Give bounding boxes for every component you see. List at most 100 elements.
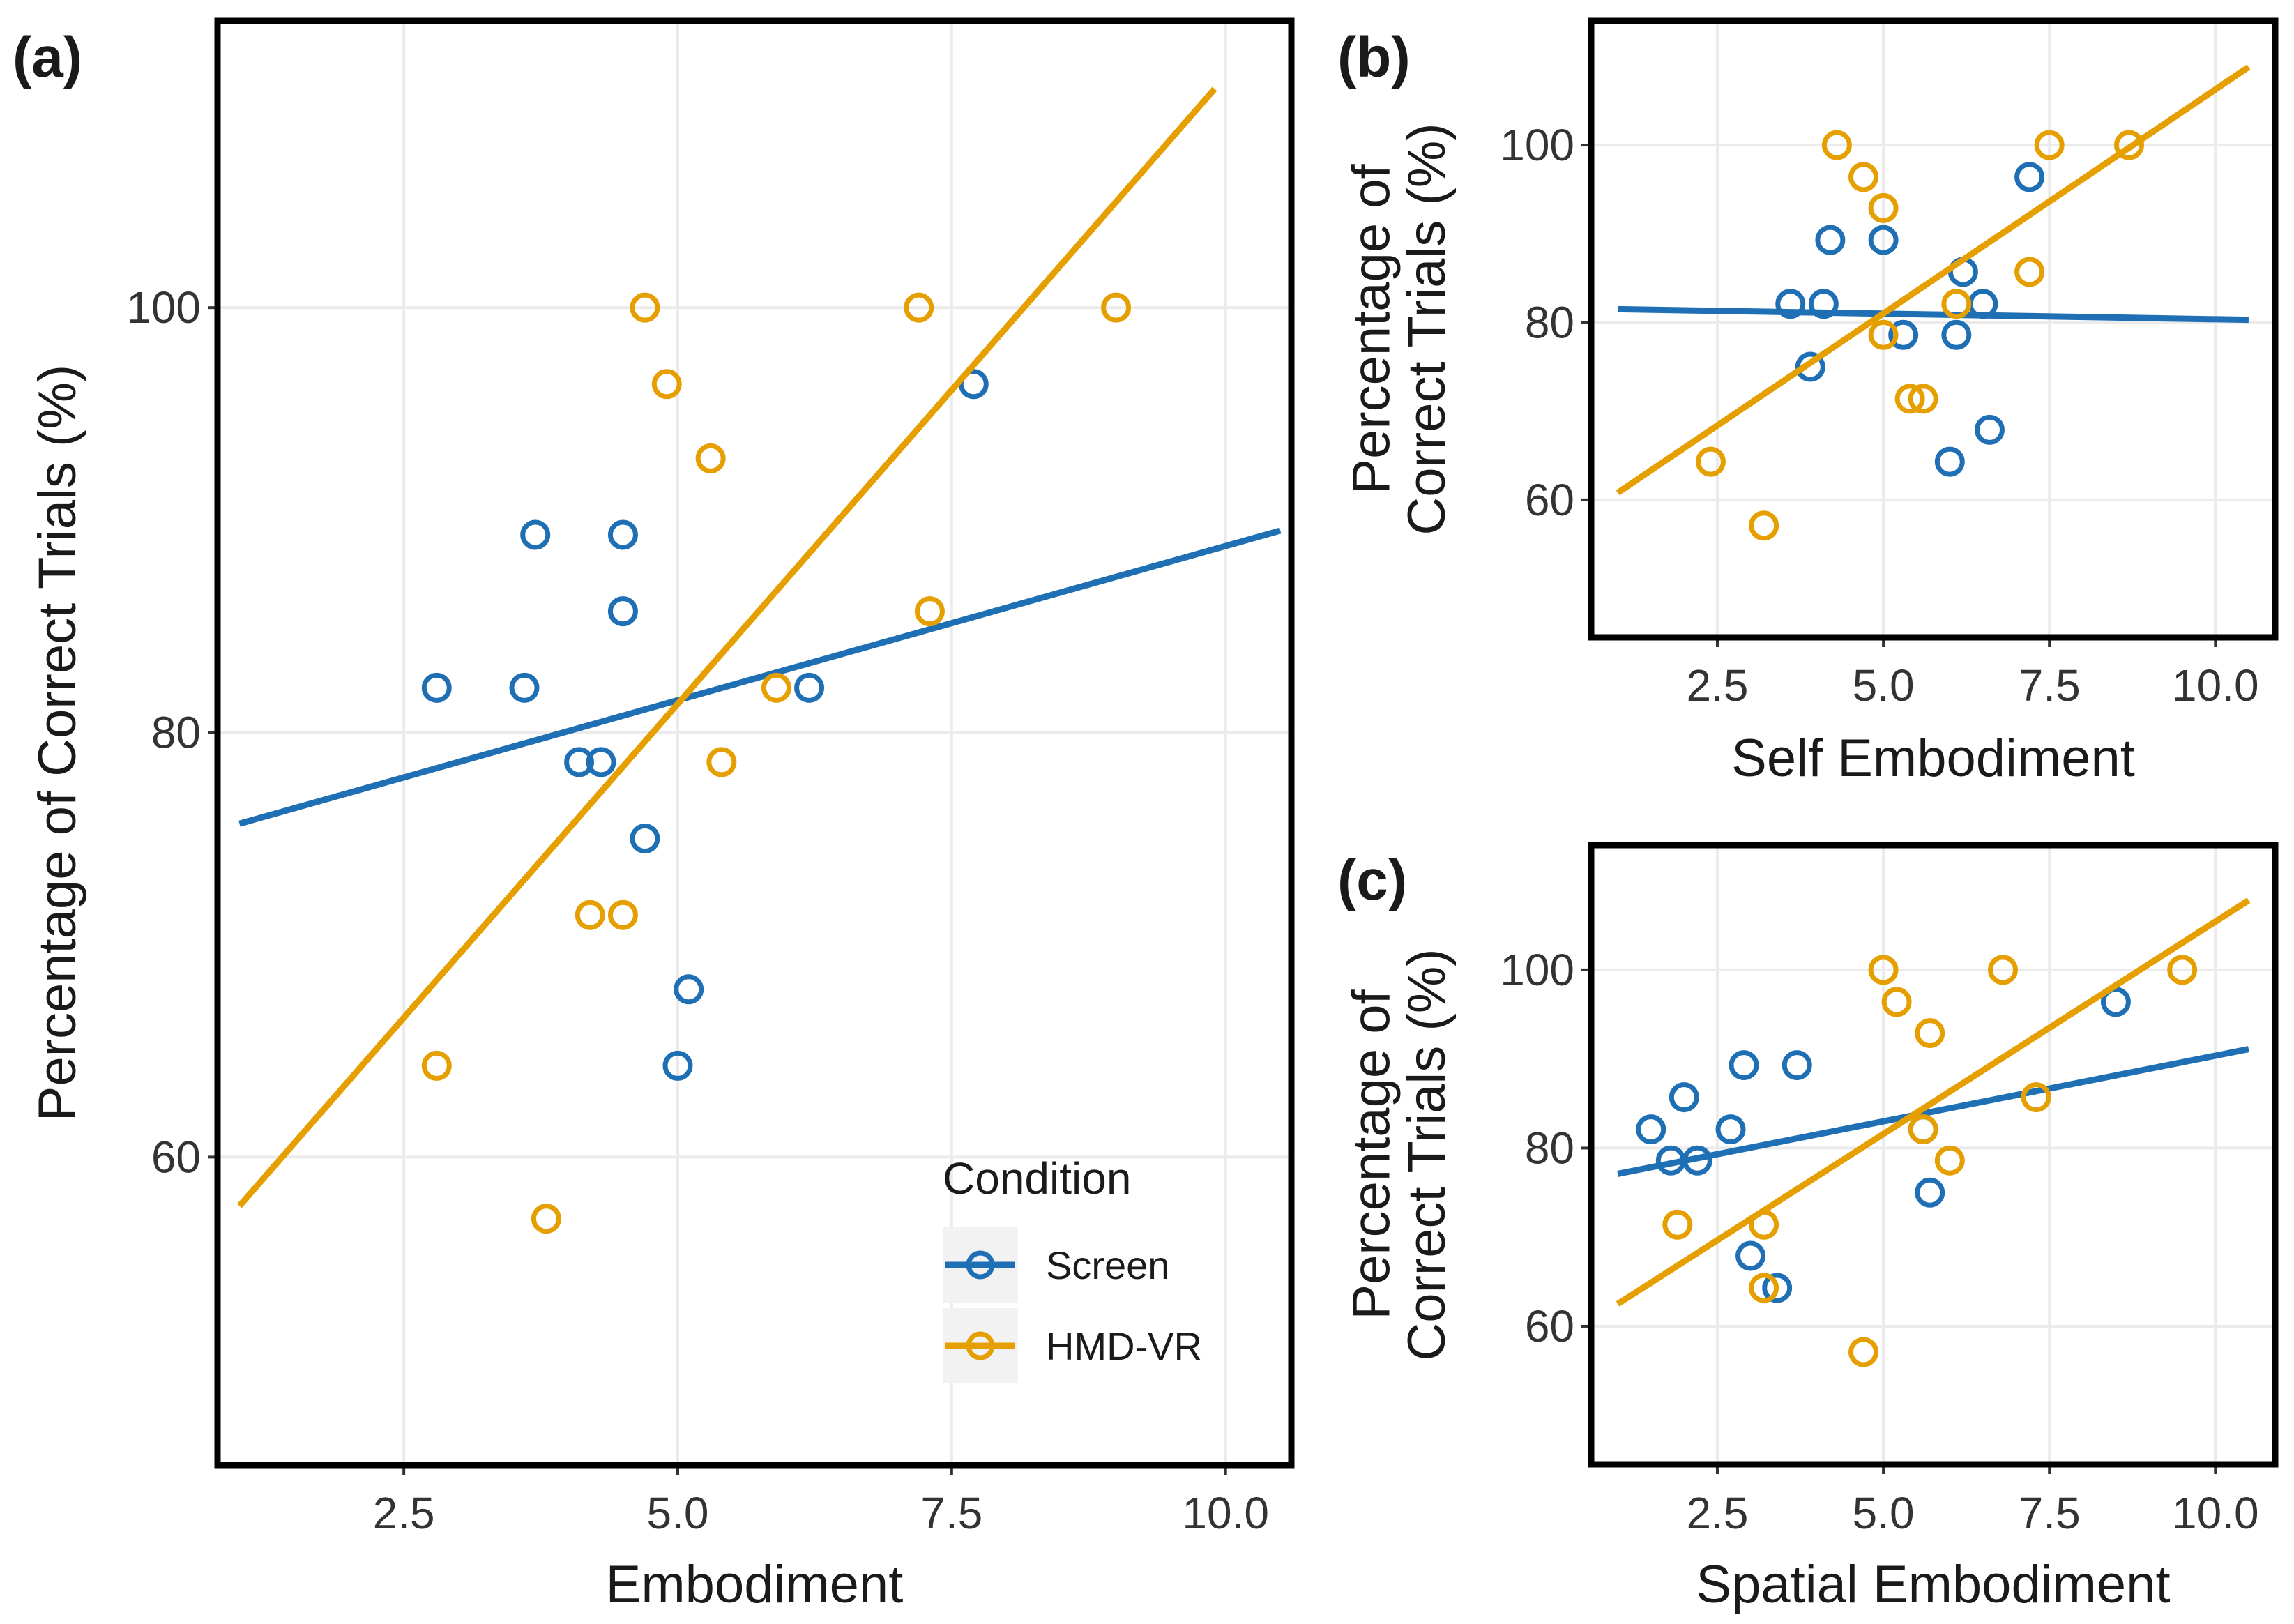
- panel-a-screen-point: [662, 1050, 693, 1081]
- panel-c-y-axis-title: Percentage ofCorrect Trials (%): [1342, 948, 1457, 1360]
- panel-c-hmd-vr-point: [1915, 1018, 1945, 1049]
- panel-a-screen-point: [794, 672, 825, 703]
- panel-b-x-tick-label: 7.5: [2019, 660, 2081, 711]
- panel-b-screen-point: [1795, 351, 1825, 382]
- panel-c-screen-point: [1682, 1145, 1712, 1176]
- panel-c-hmd-vr-point: [1848, 1337, 1878, 1367]
- panel-a-x-tick-label: 2.5: [373, 1488, 435, 1538]
- panel-c-screen-point: [1782, 1050, 1812, 1081]
- panel-c-screen-point: [1715, 1114, 1746, 1145]
- panel-c-y-tick-label: 100: [1500, 945, 1574, 995]
- panel-b-x-tick-label: 5.0: [1853, 660, 1915, 711]
- panel-a-hmd-vr-fit-line: [237, 86, 1217, 1208]
- panel-c-x-axis-title: Spatial Embodiment: [1696, 1555, 2170, 1614]
- panel-c-x-tick-label: 10.0: [2172, 1488, 2259, 1538]
- panel-b-screen-point: [1974, 414, 2005, 445]
- panel-b-screen-point: [2014, 162, 2045, 192]
- panel-c-screen-point: [1762, 1273, 1793, 1303]
- panel-b-hmd-vr-point: [1908, 384, 1938, 414]
- panel-a-hmd-vr-point: [630, 292, 660, 323]
- panel-c-screen-point: [2100, 987, 2131, 1017]
- panel-b-hmd-vr-point: [2034, 130, 2065, 160]
- legend-marker-screen: [966, 1250, 995, 1280]
- panel-b-y-tick-label: 80: [1525, 297, 1574, 347]
- panel-c-x-tick-label: 7.5: [2019, 1488, 2081, 1538]
- panel-a-hmd-vr-point: [575, 900, 605, 930]
- panel-a-y-tick-label: 80: [151, 707, 201, 757]
- panel-b-hmd-vr-point: [1868, 319, 1899, 350]
- panel-b-screen-point: [1775, 289, 1806, 319]
- panel-c-x-tick-label: 5.0: [1853, 1488, 1915, 1538]
- panel-a-screen-point: [674, 974, 704, 1005]
- panel-b-y-tick-label: 100: [1500, 120, 1574, 170]
- panel-c-hmd-vr-point: [1934, 1145, 1965, 1176]
- panel-c-label: (c): [1337, 849, 1407, 912]
- panel-c-hmd-vr-point: [2021, 1082, 2051, 1113]
- panel-c-screen-point: [1669, 1082, 1699, 1113]
- legend-marker-hmd-vr: [966, 1331, 995, 1360]
- panel-b-screen-point: [1941, 319, 1972, 350]
- panel-b-hmd-vr-point: [1821, 130, 1852, 160]
- panel-c-hmd-vr-fit-line: [1616, 897, 2251, 1307]
- panel-b-hmd-vr-point: [1941, 289, 1972, 319]
- panel-b-y-axis-title: Percentage ofCorrect Trials (%): [1342, 123, 1457, 535]
- panel-a-x-axis-title: Embodiment: [606, 1555, 904, 1614]
- panel-a-hmd-vr-point: [695, 443, 726, 473]
- panel-a-hmd-vr-point: [421, 1050, 452, 1081]
- panel-c-hmd-vr-point: [1881, 987, 1912, 1017]
- panel-a-screen-point: [421, 672, 452, 703]
- panel-a-hmd-vr-point: [531, 1204, 561, 1234]
- panel-b-screen-point: [1808, 289, 1839, 319]
- panel-b-x-axis-title: Self Embodiment: [1731, 729, 2135, 788]
- legend: Condition Screen HMD-VR: [943, 1153, 1202, 1383]
- panel-a-frame: [214, 17, 1295, 1469]
- panel-c-screen-fit-line: [1617, 1046, 2249, 1177]
- panel-a-hmd-vr-point: [1101, 292, 1132, 323]
- panel-b-hmd-vr-point: [2113, 130, 2144, 160]
- panel-a-label: (a): [13, 26, 82, 89]
- panel-a-y-axis-title: Percentage of Correct Trials (%): [28, 365, 87, 1122]
- panel-b-hmd-vr-point: [2014, 257, 2045, 287]
- panel-b-hmd-vr-point: [1749, 510, 1779, 541]
- panel-b-hmd-vr-point: [1848, 162, 1878, 192]
- panel-a-hmd-vr-point: [761, 672, 791, 703]
- panel-a-hmd-vr-point: [651, 369, 682, 400]
- panel-a-screen-point: [630, 824, 660, 854]
- panel-c-hmd-vr-point: [1908, 1114, 1938, 1145]
- panel-a-screen-point: [607, 519, 638, 550]
- panel-a-y-tick-label: 60: [151, 1132, 201, 1182]
- panel-a-screen-fit-line: [238, 527, 1282, 827]
- panel-c-y-tick-label: 80: [1525, 1123, 1574, 1173]
- panel-a: (a) 2.5 5.0 7.5 10.0 60 80 100 Embodiment Percen…: [13, 17, 1295, 1614]
- panel-a-screen-point: [607, 596, 638, 627]
- panel-c-x-tick-label: 2.5: [1686, 1488, 1748, 1538]
- panel-b-hmd-vr-fit-line: [1616, 64, 2251, 496]
- panel-c-frame: [1588, 842, 2279, 1468]
- panel-c-screen-point: [1735, 1240, 1766, 1271]
- panel-a-hmd-vr-point: [607, 900, 638, 930]
- panel-c-hmd-vr-point: [1662, 1209, 1693, 1240]
- panel-a-y-tick-label: 100: [126, 282, 201, 333]
- panel-b-hmd-vr-point: [1868, 192, 1899, 223]
- panel-c-y-tick-label: 60: [1525, 1301, 1574, 1351]
- panel-c: (c) 2.5 5.0 7.5 10.0 60 80 100 Spatial Embodime…: [1337, 842, 2279, 1614]
- panel-c-screen-point: [1636, 1114, 1666, 1145]
- panel-b-hmd-vr-point: [1894, 384, 1925, 414]
- panel-c-hmd-vr-point: [1988, 955, 2019, 985]
- legend-label-screen: Screen: [1046, 1243, 1169, 1287]
- panel-a-hmd-vr-point: [914, 596, 945, 627]
- panel-a-x-tick-label: 10.0: [1182, 1488, 1269, 1538]
- panel-b-hmd-vr-point: [1695, 446, 1726, 477]
- legend-title: Condition: [943, 1153, 1131, 1204]
- panel-b-screen-point: [1888, 319, 1919, 350]
- panel-c-hmd-vr-point: [1868, 955, 1899, 985]
- panel-b-y-tick-label: 60: [1525, 475, 1574, 525]
- panel-a-screen-point: [564, 747, 595, 777]
- panel-b-label: (b): [1337, 26, 1411, 89]
- panel-a-screen-point: [586, 747, 616, 777]
- panel-a-screen-point: [509, 672, 540, 703]
- panel-a-x-tick-label: 5.0: [647, 1488, 709, 1538]
- panel-b-x-tick-label: 10.0: [2172, 660, 2259, 711]
- panel-c-screen-point: [1729, 1050, 1759, 1081]
